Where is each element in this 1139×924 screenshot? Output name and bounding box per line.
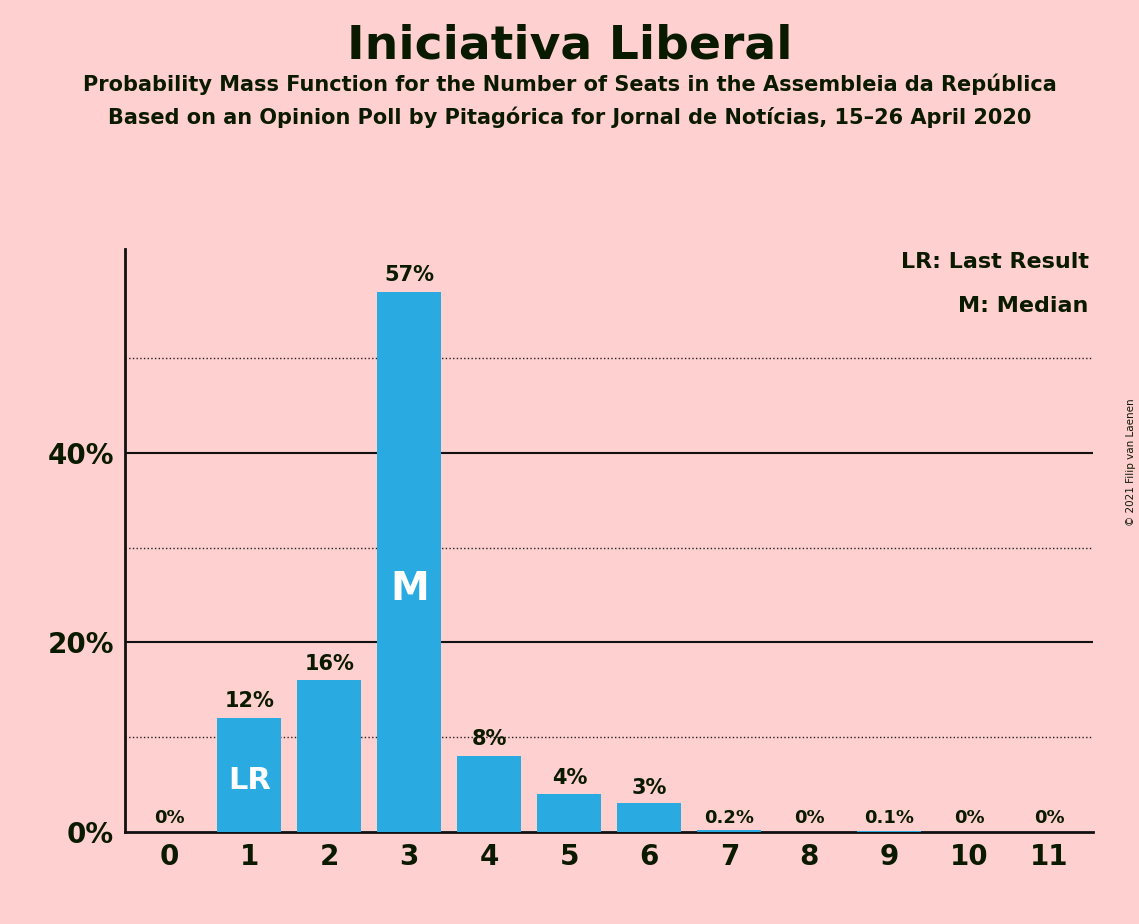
Bar [538,794,601,832]
Text: 16%: 16% [304,653,354,674]
Text: 0.2%: 0.2% [704,808,754,827]
Text: Iniciativa Liberal: Iniciativa Liberal [346,23,793,68]
Bar [617,803,681,832]
Text: 8%: 8% [472,729,507,749]
Bar [218,718,281,832]
Bar [297,680,361,832]
Text: © 2021 Filip van Laenen: © 2021 Filip van Laenen [1126,398,1136,526]
Text: 4%: 4% [551,768,587,788]
Text: LR: Last Result: LR: Last Result [901,252,1089,273]
Text: 0%: 0% [154,808,185,827]
Text: 3%: 3% [632,777,667,797]
Text: 0%: 0% [1034,808,1065,827]
Bar [858,831,921,832]
Text: Based on an Opinion Poll by Pitagórica for Jornal de Notícias, 15–26 April 2020: Based on an Opinion Poll by Pitagórica f… [108,106,1031,128]
Text: M: M [390,570,428,608]
Text: 12%: 12% [224,691,274,711]
Bar [458,756,522,832]
Text: 0%: 0% [954,808,985,827]
Text: 0%: 0% [794,808,825,827]
Text: M: Median: M: Median [958,296,1089,316]
Text: LR: LR [228,766,271,795]
Bar [377,292,441,832]
Text: 57%: 57% [384,265,434,286]
Text: Probability Mass Function for the Number of Seats in the Assembleia da República: Probability Mass Function for the Number… [83,74,1056,95]
Bar [697,830,761,832]
Text: 0.1%: 0.1% [865,808,915,827]
